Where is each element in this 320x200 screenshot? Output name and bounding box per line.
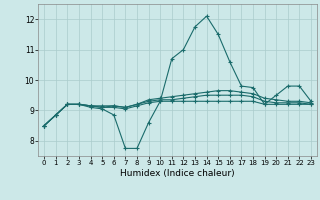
X-axis label: Humidex (Indice chaleur): Humidex (Indice chaleur)	[120, 169, 235, 178]
